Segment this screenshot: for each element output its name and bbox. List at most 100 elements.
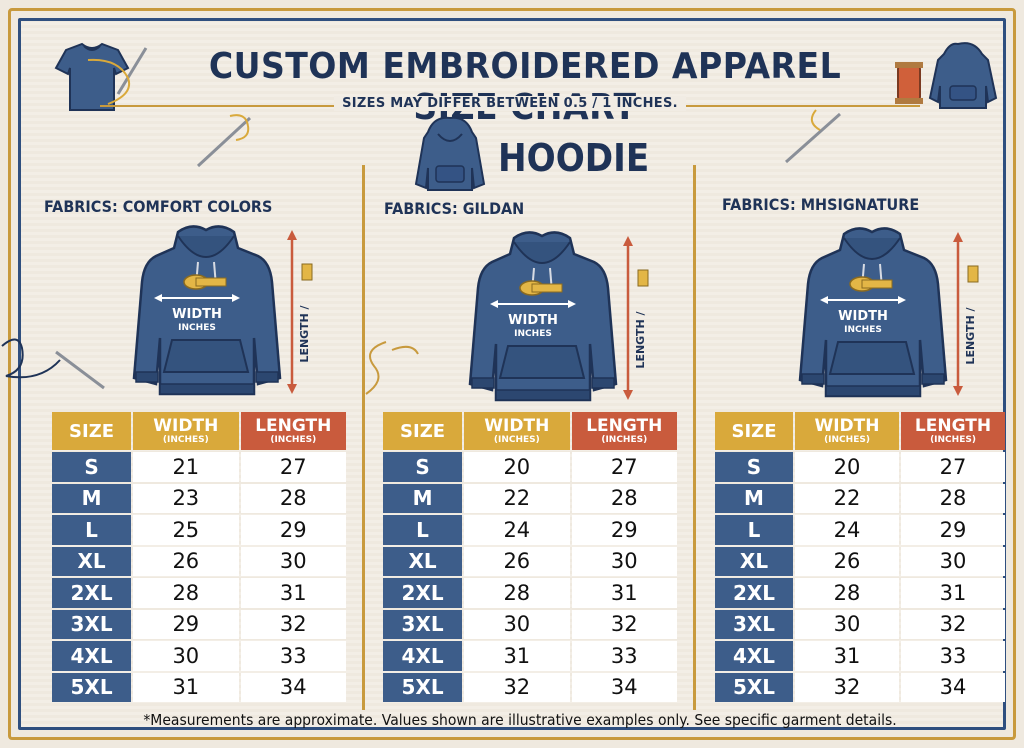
size-cell: 4XL	[52, 641, 132, 671]
size-cell: 2XL	[52, 578, 132, 608]
size-cell: L	[383, 515, 463, 545]
size-cell: 5XL	[383, 672, 463, 702]
size-table-1: SIZE WIDTH (INCHES) LENGTH (INCHES) S 21 2…	[50, 410, 348, 704]
size-cell: 3XL	[715, 609, 793, 639]
length-cell: 29	[901, 515, 1005, 545]
size-cell: M	[715, 483, 793, 513]
length-cell: 32	[901, 609, 1005, 639]
table-row: 3XL 30 32	[383, 609, 677, 639]
size-cell: 2XL	[715, 578, 793, 608]
width-cell: 24	[464, 515, 570, 545]
width-cell: 31	[795, 641, 899, 671]
width-cell: 30	[464, 609, 570, 639]
width-cell: 28	[795, 578, 899, 608]
thread-spool-hoodie-icon	[895, 42, 998, 109]
width-cell: 26	[464, 546, 570, 576]
header-length: LENGTH (INCHES)	[240, 412, 346, 450]
inches-label: INCHES	[514, 329, 552, 339]
header-length: LENGTH (INCHES)	[571, 412, 677, 450]
hoodie-illustration-1: WIDTH INCHES LENGTH /	[132, 225, 313, 396]
size-cell: 5XL	[715, 672, 793, 702]
length-cell: 31	[240, 578, 346, 608]
size-cell: M	[383, 483, 463, 513]
length-cell: 32	[240, 609, 346, 639]
width-cell: 31	[464, 641, 570, 671]
header-size: SIZE	[52, 412, 132, 450]
width-cell: 32	[795, 672, 899, 702]
length-cell: 27	[240, 452, 346, 482]
size-cell: 5XL	[52, 672, 132, 702]
width-cell: 31	[133, 672, 239, 702]
size-cell: L	[715, 515, 793, 545]
length-cell: 28	[901, 483, 1005, 513]
length-cell: 33	[240, 641, 346, 671]
size-cell: S	[715, 452, 793, 482]
table-row: 3XL 30 32	[715, 609, 1005, 639]
fabric-label-2: FABRICS: GILDAN	[384, 199, 525, 218]
divider-left	[362, 165, 365, 710]
length-cell: 31	[571, 578, 677, 608]
header-width: WIDTH (INCHES)	[133, 412, 239, 450]
length-cell: 31	[901, 578, 1005, 608]
thread-center-icon	[365, 341, 419, 395]
subtitle-row: SIZES MAY DIFFER BETWEEN 0.5 / 1 INCHES.	[100, 96, 920, 116]
length-cell: 30	[571, 546, 677, 576]
size-table-3: SIZE WIDTH (INCHES) LENGTH (INCHES) S 20 2…	[713, 410, 1007, 704]
size-cell: 4XL	[383, 641, 463, 671]
length-cell: 29	[571, 515, 677, 545]
table-row: XL 26 30	[383, 546, 677, 576]
header-length: LENGTH (INCHES)	[901, 412, 1005, 450]
header-width: WIDTH (INCHES)	[795, 412, 899, 450]
length-label: LENGTH /	[964, 306, 977, 364]
table-row: M 22 28	[383, 483, 677, 513]
table-row: M 23 28	[52, 483, 346, 513]
table-row: 5XL 31 34	[52, 672, 346, 702]
hoodie-illustration-3: WIDTH INCHES LENGTH /	[798, 227, 979, 398]
width-cell: 21	[133, 452, 239, 482]
width-cell: 30	[795, 609, 899, 639]
table-row: L 24 29	[715, 515, 1005, 545]
width-label: WIDTH	[172, 307, 222, 322]
size-cell: XL	[383, 546, 463, 576]
hoodie-heading-icon	[414, 116, 486, 191]
width-cell: 22	[795, 483, 899, 513]
garment-heading: HOODIE	[498, 136, 650, 180]
size-cell: 4XL	[715, 641, 793, 671]
width-cell: 20	[464, 452, 570, 482]
length-cell: 29	[240, 515, 346, 545]
length-cell: 30	[901, 546, 1005, 576]
header-width: WIDTH (INCHES)	[464, 412, 570, 450]
length-label: LENGTH /	[298, 304, 311, 362]
table-row: M 22 28	[715, 483, 1005, 513]
width-cell: 30	[133, 641, 239, 671]
header-size: SIZE	[383, 412, 463, 450]
footnote: *Measurements are approximate. Values sh…	[143, 711, 897, 729]
size-cell: M	[52, 483, 132, 513]
fabric-label-1: FABRICS: COMFORT COLORS	[44, 197, 273, 216]
length-cell: 34	[240, 672, 346, 702]
size-cell: S	[52, 452, 132, 482]
table-row: S 20 27	[383, 452, 677, 482]
size-cell: XL	[715, 546, 793, 576]
width-label: WIDTH	[838, 309, 888, 324]
length-cell: 28	[240, 483, 346, 513]
size-cell: L	[52, 515, 132, 545]
table-row: XL 26 30	[715, 546, 1005, 576]
width-cell: 22	[464, 483, 570, 513]
length-cell: 34	[901, 672, 1005, 702]
table-row: 2XL 28 31	[715, 578, 1005, 608]
inches-label: INCHES	[178, 323, 216, 333]
length-cell: 33	[901, 641, 1005, 671]
width-cell: 24	[795, 515, 899, 545]
table-row: 4XL 31 33	[383, 641, 677, 671]
size-cell: XL	[52, 546, 132, 576]
length-cell: 27	[901, 452, 1005, 482]
size-cell: 3XL	[383, 609, 463, 639]
width-cell: 28	[133, 578, 239, 608]
table-row: L 25 29	[52, 515, 346, 545]
length-cell: 27	[571, 452, 677, 482]
table-row: 2XL 28 31	[52, 578, 346, 608]
size-cell: 3XL	[52, 609, 132, 639]
table-row: 5XL 32 34	[715, 672, 1005, 702]
length-cell: 32	[571, 609, 677, 639]
